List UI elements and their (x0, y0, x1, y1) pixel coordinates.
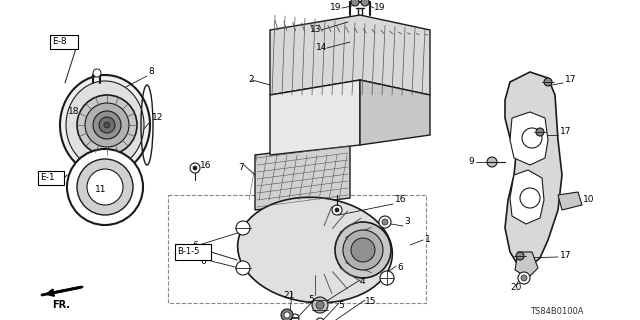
Circle shape (284, 312, 290, 318)
Ellipse shape (237, 197, 392, 303)
Circle shape (93, 111, 121, 139)
Circle shape (77, 159, 133, 215)
Circle shape (236, 261, 250, 275)
Polygon shape (505, 72, 562, 268)
Text: 14: 14 (316, 44, 328, 52)
Text: 5: 5 (308, 295, 314, 305)
Text: 19: 19 (374, 4, 385, 12)
Bar (168, 195, 426, 303)
Text: E-8: E-8 (52, 37, 67, 46)
Circle shape (351, 238, 375, 262)
Text: 16: 16 (395, 196, 406, 204)
Text: B-1-5: B-1-5 (177, 247, 200, 257)
Circle shape (343, 230, 383, 270)
Text: 8: 8 (148, 68, 154, 76)
Circle shape (520, 188, 540, 208)
Ellipse shape (60, 75, 150, 175)
Circle shape (351, 0, 359, 6)
Text: 5: 5 (338, 300, 344, 309)
Text: 2: 2 (248, 76, 253, 84)
Text: 10: 10 (583, 196, 595, 204)
Polygon shape (515, 252, 538, 278)
Text: 12: 12 (152, 114, 163, 123)
Text: 19: 19 (330, 4, 342, 12)
Text: 17: 17 (560, 251, 572, 260)
Circle shape (544, 78, 552, 86)
Circle shape (85, 103, 129, 147)
Bar (175, 244, 211, 260)
Text: 13: 13 (310, 26, 321, 35)
Circle shape (236, 221, 250, 235)
Circle shape (312, 297, 328, 313)
Text: 18: 18 (68, 108, 79, 116)
Text: 4: 4 (360, 277, 365, 286)
Text: 1: 1 (425, 236, 431, 244)
Polygon shape (255, 143, 350, 210)
Text: TS84B0100A: TS84B0100A (530, 308, 584, 316)
Circle shape (87, 169, 123, 205)
Text: 9: 9 (468, 157, 474, 166)
Bar (50, 35, 78, 49)
Circle shape (518, 272, 530, 284)
Polygon shape (270, 15, 430, 95)
Circle shape (536, 128, 544, 136)
Text: 20: 20 (510, 284, 522, 292)
Text: E-1: E-1 (40, 173, 54, 182)
Circle shape (190, 163, 200, 173)
Text: 7: 7 (238, 164, 244, 172)
Text: 21: 21 (283, 291, 294, 300)
Circle shape (521, 275, 527, 281)
Text: 17: 17 (560, 127, 572, 137)
Circle shape (104, 122, 110, 128)
Circle shape (332, 205, 342, 215)
Polygon shape (360, 80, 430, 145)
Circle shape (380, 271, 394, 285)
Polygon shape (510, 170, 544, 224)
Text: 15: 15 (365, 298, 376, 307)
Text: 6: 6 (397, 263, 403, 273)
Text: 6: 6 (200, 258, 205, 267)
Circle shape (379, 216, 391, 228)
Text: 11: 11 (95, 186, 106, 195)
Polygon shape (510, 112, 548, 165)
Circle shape (522, 128, 542, 148)
Text: 3: 3 (404, 218, 410, 227)
Circle shape (382, 219, 388, 225)
Circle shape (361, 0, 369, 6)
Circle shape (316, 301, 324, 309)
Circle shape (291, 314, 299, 320)
Ellipse shape (66, 81, 144, 169)
Polygon shape (558, 192, 582, 210)
Circle shape (335, 208, 339, 212)
Text: 16: 16 (200, 162, 211, 171)
Circle shape (516, 252, 524, 260)
Bar (38, 171, 64, 185)
Circle shape (193, 166, 197, 170)
Circle shape (99, 117, 115, 133)
Circle shape (487, 157, 497, 167)
Circle shape (281, 309, 293, 320)
Circle shape (67, 149, 143, 225)
Circle shape (77, 95, 137, 155)
Circle shape (316, 318, 324, 320)
Circle shape (335, 222, 391, 278)
Polygon shape (270, 80, 360, 155)
Text: 17: 17 (565, 76, 577, 84)
Circle shape (93, 69, 101, 77)
Text: 6: 6 (192, 241, 198, 250)
Text: FR.: FR. (52, 300, 70, 310)
